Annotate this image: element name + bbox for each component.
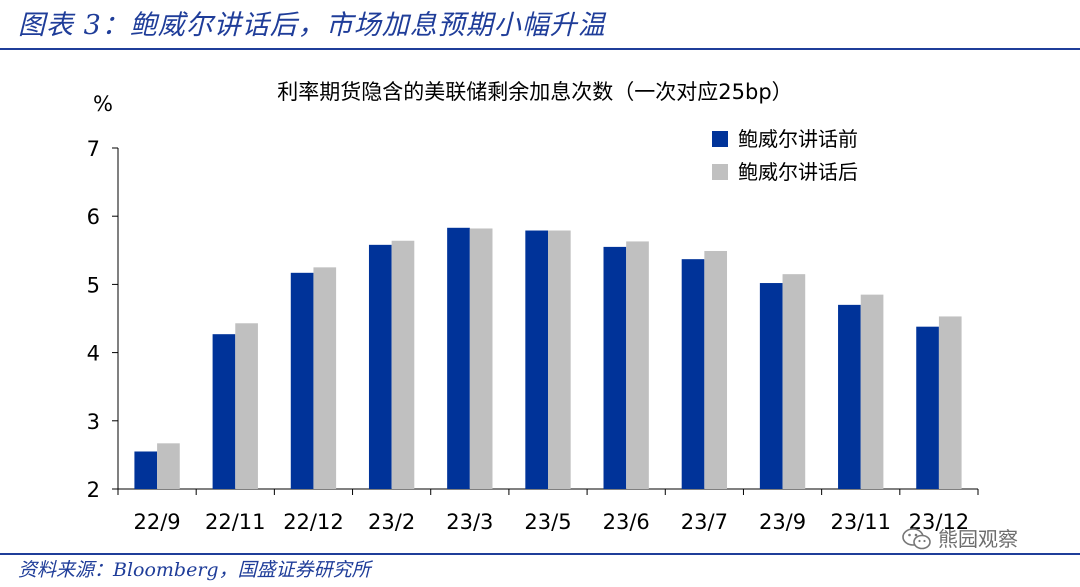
y-tick-label: 7	[87, 137, 100, 161]
watermark-text: 熊园观察	[938, 527, 1018, 551]
title-rule	[0, 48, 1080, 50]
bar-before	[447, 227, 470, 490]
bars	[134, 227, 962, 490]
bar-before	[603, 246, 627, 489]
bar-before	[759, 283, 783, 489]
x-tick-label: 23/2	[368, 510, 415, 534]
y-axis: 2 3 4 5 6 7	[87, 137, 119, 502]
x-tick-label: 23/5	[524, 510, 571, 534]
bar-before	[134, 451, 158, 489]
wechat-icon	[902, 528, 931, 550]
x-tick-label: 22/12	[283, 510, 344, 534]
x-tick-label: 23/6	[603, 510, 650, 534]
x-tick-label: 23/7	[681, 510, 728, 534]
x-tick-label: 22/9	[134, 510, 181, 534]
legend-swatch	[712, 164, 728, 180]
x-tick-label: 22/11	[205, 510, 266, 534]
legend-label: 鲍威尔讲话后	[738, 160, 858, 184]
bar-after	[391, 240, 415, 489]
y-tick-label: 6	[87, 205, 100, 229]
y-tick-label: 2	[87, 478, 100, 502]
x-tick-label: 23/11	[830, 510, 891, 534]
y-tick-label: 5	[87, 273, 100, 297]
bar-after	[626, 241, 649, 489]
bar-before	[681, 259, 705, 489]
bar-after	[548, 230, 571, 489]
x-tick-label: 23/9	[759, 510, 806, 534]
bar-before	[212, 334, 236, 489]
bar-after	[704, 250, 728, 489]
bar-before	[838, 304, 861, 489]
legend-label: 鲍威尔讲话前	[738, 127, 858, 151]
bar-after	[860, 294, 884, 489]
x-tick-label: 23/3	[446, 510, 493, 534]
bar-after	[313, 267, 337, 489]
x-axis: 22/9 22/11 22/12 23/2 23/3 23/5 23/6 23/7 23/9 23…	[117, 488, 979, 534]
source-rule	[0, 553, 1080, 555]
watermark: 熊园观察	[902, 522, 1018, 556]
bar-after	[782, 274, 806, 489]
chart-title: 利率期货隐含的美联储剩余加息次数（一次对应25bp）	[277, 80, 792, 104]
source-note: 资料来源：Bloomberg，国盛证券研究所	[18, 559, 371, 581]
y-tick-label: 4	[87, 342, 100, 366]
bar-after	[157, 443, 180, 489]
bar-after	[938, 316, 962, 489]
legend-swatch	[712, 131, 728, 147]
y-axis-unit-label: %	[93, 92, 113, 116]
bar-before	[525, 230, 548, 489]
bar-before	[290, 272, 314, 489]
y-tick-label: 3	[87, 410, 100, 434]
figure-title: 图表 3：鲍威尔讲话后，市场加息预期小幅升温	[18, 10, 606, 41]
bar-before	[368, 244, 392, 489]
bar-after	[235, 323, 258, 489]
bar-after	[469, 228, 493, 490]
bar-before	[916, 326, 939, 489]
